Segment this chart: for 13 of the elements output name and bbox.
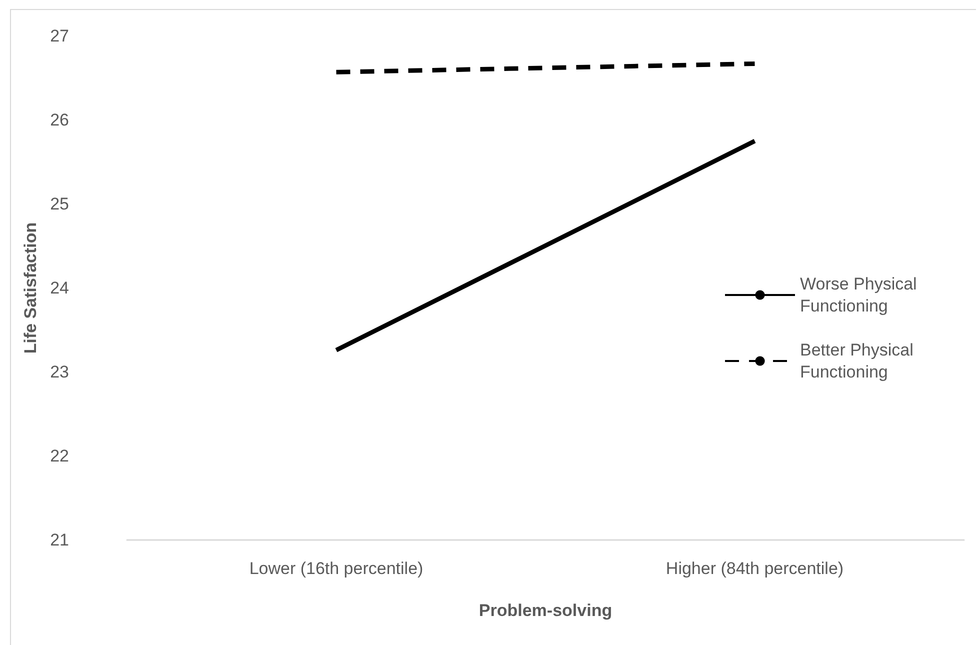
x-tick-label: Higher (84th percentile) xyxy=(666,559,844,578)
y-tick-label: 22 xyxy=(50,446,69,466)
y-tick-label: 21 xyxy=(50,530,69,550)
y-tick-label: 25 xyxy=(50,194,69,214)
legend-label: Better Physical Functioning xyxy=(800,340,918,382)
x-axis-title: Problem-solving xyxy=(478,601,612,620)
y-axis-title: Life Satisfaction xyxy=(21,222,40,354)
y-tick-label: 23 xyxy=(50,362,69,382)
x-tick-label: Lower (16th percentile) xyxy=(249,559,424,578)
y-tick-label: 26 xyxy=(50,110,69,130)
legend-label: Worse Physical Functioning xyxy=(800,274,922,316)
y-tick-label: 24 xyxy=(50,278,69,298)
y-tick-label: 27 xyxy=(50,26,69,46)
